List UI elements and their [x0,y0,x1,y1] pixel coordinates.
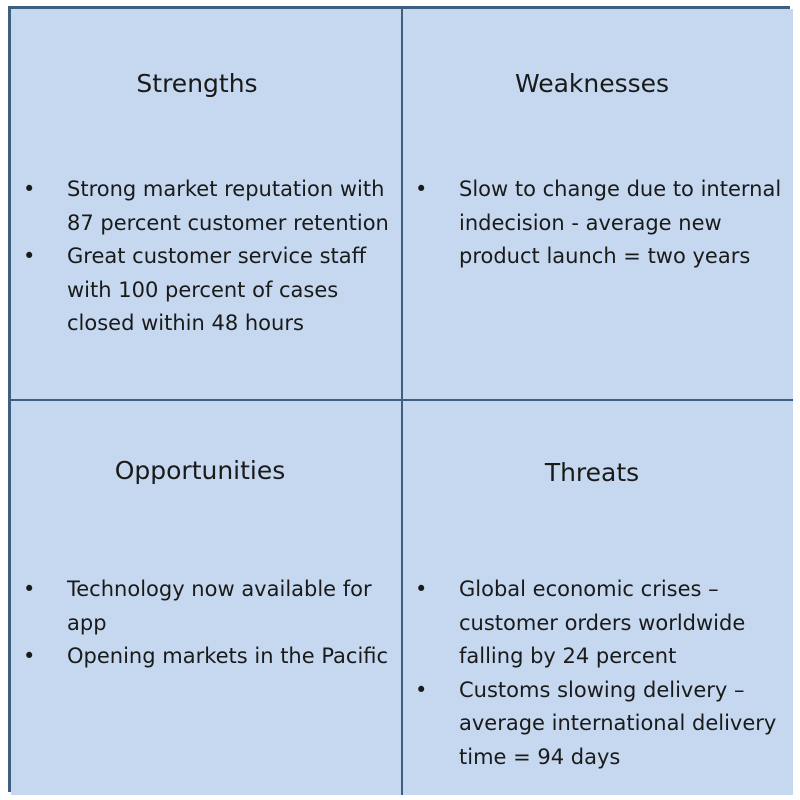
bullet-icon: • [415,577,428,601]
weaknesses-title: Weaknesses [514,69,670,98]
list-item: • Customs slowing delivery – average inte… [403,674,788,775]
opportunities-title: Opportunities [114,456,286,485]
list-item-text: Opening markets in the Pacific [67,644,389,668]
weaknesses-list: • Slow to change due to internal indecisi… [403,173,788,274]
weaknesses-quadrant: Weaknesses • Slow to change due to intern… [403,9,793,401]
list-item: • Global economic crises – customer order… [403,573,788,674]
list-item-text: Great customer service staff with 100 pe… [67,244,367,335]
threats-list: • Global economic crises – customer order… [403,573,788,774]
swot-matrix: Strengths • Strong market reputation with… [8,6,793,795]
strengths-quadrant: Strengths • Strong market reputation with… [11,9,403,401]
opportunities-quadrant: Opportunities • Technology now available … [11,401,403,795]
list-item-text: Strong market reputation with 87 percent… [67,177,389,235]
threats-title: Threats [544,458,640,487]
list-item: • Strong market reputation with 87 percen… [11,173,396,240]
list-item-text: Customs slowing delivery – average inter… [459,677,777,769]
list-item-text: Slow to change due to internal indecisio… [459,177,782,268]
list-item: • Great customer service staff with 100 p… [11,240,396,341]
list-item: • Slow to change due to internal indecisi… [403,173,788,274]
bullet-icon: • [23,177,36,201]
bullet-icon: • [23,644,36,668]
list-item-text: Technology now available for app [67,577,372,635]
bullet-icon: • [23,577,36,601]
list-item: • Opening markets in the Pacific [11,640,396,674]
bullet-icon: • [23,244,36,268]
opportunities-list: • Technology now available for app • Openi… [11,573,396,674]
list-item: • Technology now available for app [11,573,396,640]
strengths-list: • Strong market reputation with 87 percen… [11,173,396,341]
bullet-icon: • [415,177,428,201]
strengths-title: Strengths [136,69,258,98]
threats-quadrant: Threats • Global economic crises – custom… [403,401,793,795]
bullet-icon: • [415,677,428,702]
list-item-text: Global economic crises – customer orders… [459,577,746,668]
